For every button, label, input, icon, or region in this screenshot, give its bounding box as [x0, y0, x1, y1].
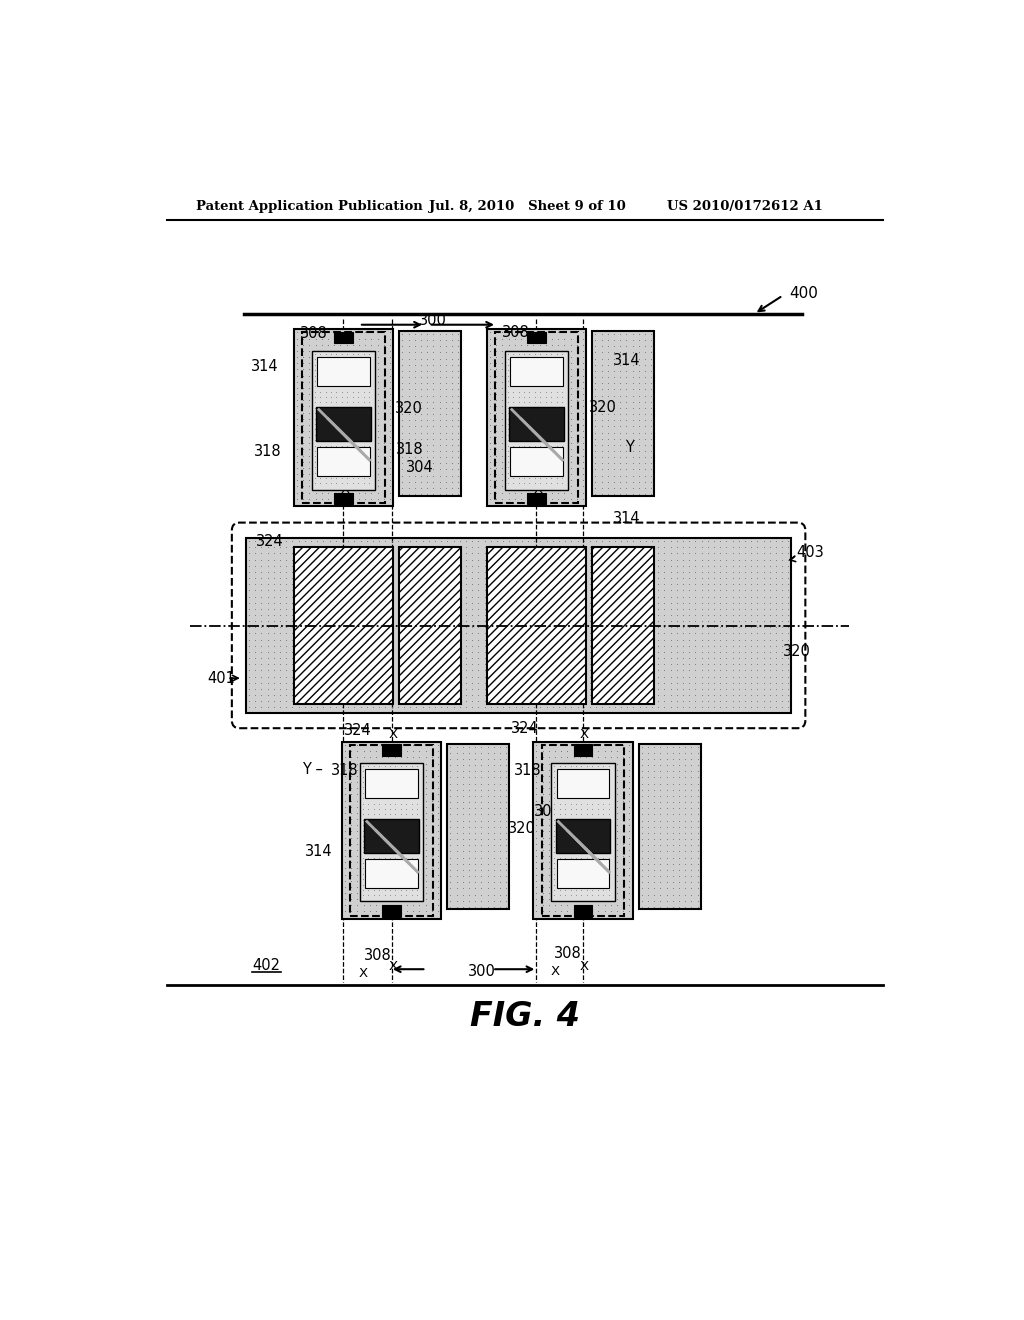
Text: Y –: Y –	[302, 762, 323, 776]
Text: X: X	[534, 483, 543, 496]
Text: X: X	[388, 961, 397, 973]
Text: X: X	[359, 966, 368, 979]
Text: 402: 402	[252, 958, 280, 973]
Bar	[509, 407, 563, 441]
Bar	[382, 744, 400, 756]
Bar	[510, 358, 563, 387]
Text: 401: 401	[207, 671, 234, 685]
Text: 403: 403	[796, 545, 823, 560]
Text: US 2010/0172612 A1: US 2010/0172612 A1	[667, 199, 822, 213]
Bar	[557, 770, 609, 799]
Text: 308: 308	[365, 948, 392, 962]
Bar	[366, 770, 418, 799]
Bar	[527, 492, 546, 504]
Text: 324: 324	[256, 535, 284, 549]
Bar	[334, 331, 352, 343]
Bar	[317, 447, 370, 477]
Bar	[510, 447, 563, 477]
Bar	[359, 763, 423, 902]
Text: X: X	[550, 965, 559, 978]
Bar	[486, 548, 586, 704]
Bar	[527, 331, 546, 343]
Bar	[447, 743, 509, 909]
Bar	[316, 407, 371, 441]
Text: 318: 318	[514, 763, 542, 777]
Bar	[556, 818, 610, 853]
Text: FIG. 4: FIG. 4	[470, 1001, 580, 1034]
Text: 314: 314	[613, 352, 641, 368]
Bar	[542, 744, 624, 916]
Bar	[534, 742, 633, 919]
Bar	[342, 742, 441, 919]
Text: 318: 318	[396, 442, 424, 457]
Bar	[311, 351, 375, 490]
Text: 320: 320	[783, 644, 811, 659]
Bar	[551, 763, 614, 902]
Text: 314: 314	[305, 843, 333, 859]
Text: 320: 320	[589, 400, 617, 414]
Text: 324: 324	[511, 722, 539, 737]
Bar	[399, 548, 461, 704]
Text: 314: 314	[613, 511, 641, 527]
Text: Y: Y	[625, 441, 634, 455]
Text: Jul. 8, 2010   Sheet 9 of 10: Jul. 8, 2010 Sheet 9 of 10	[429, 199, 626, 213]
Bar	[317, 358, 370, 387]
Bar	[505, 351, 568, 490]
Bar	[334, 492, 352, 504]
Bar	[592, 548, 654, 704]
Text: X: X	[580, 961, 589, 973]
Bar	[382, 906, 400, 917]
Bar	[592, 331, 654, 496]
Text: 400: 400	[790, 285, 818, 301]
Bar	[557, 859, 609, 888]
Text: 320: 320	[508, 821, 536, 836]
Text: 304: 304	[535, 804, 562, 818]
Text: 318: 318	[331, 763, 358, 777]
Bar	[486, 330, 586, 507]
Text: 318: 318	[254, 444, 282, 458]
Bar	[350, 744, 432, 916]
Bar	[246, 539, 792, 713]
Bar	[294, 330, 393, 507]
Bar	[639, 743, 700, 909]
Text: Patent Application Publication: Patent Application Publication	[197, 199, 423, 213]
Bar	[573, 744, 592, 756]
Text: X: X	[388, 727, 397, 741]
Bar	[573, 906, 592, 917]
Bar	[294, 548, 393, 704]
Text: X: X	[580, 727, 589, 741]
Bar	[365, 818, 419, 853]
Bar	[302, 333, 385, 503]
Text: 308: 308	[300, 326, 328, 342]
Bar	[496, 333, 578, 503]
Text: 300: 300	[419, 313, 446, 329]
Text: 300: 300	[468, 964, 496, 979]
Bar	[399, 331, 461, 496]
Text: 308: 308	[554, 946, 582, 961]
Text: 308: 308	[503, 325, 530, 341]
Text: 304: 304	[406, 461, 433, 475]
Bar	[366, 859, 418, 888]
Text: 324: 324	[343, 723, 372, 738]
Text: X: X	[340, 483, 349, 496]
Text: 320: 320	[394, 401, 423, 416]
Text: 314: 314	[251, 359, 279, 374]
